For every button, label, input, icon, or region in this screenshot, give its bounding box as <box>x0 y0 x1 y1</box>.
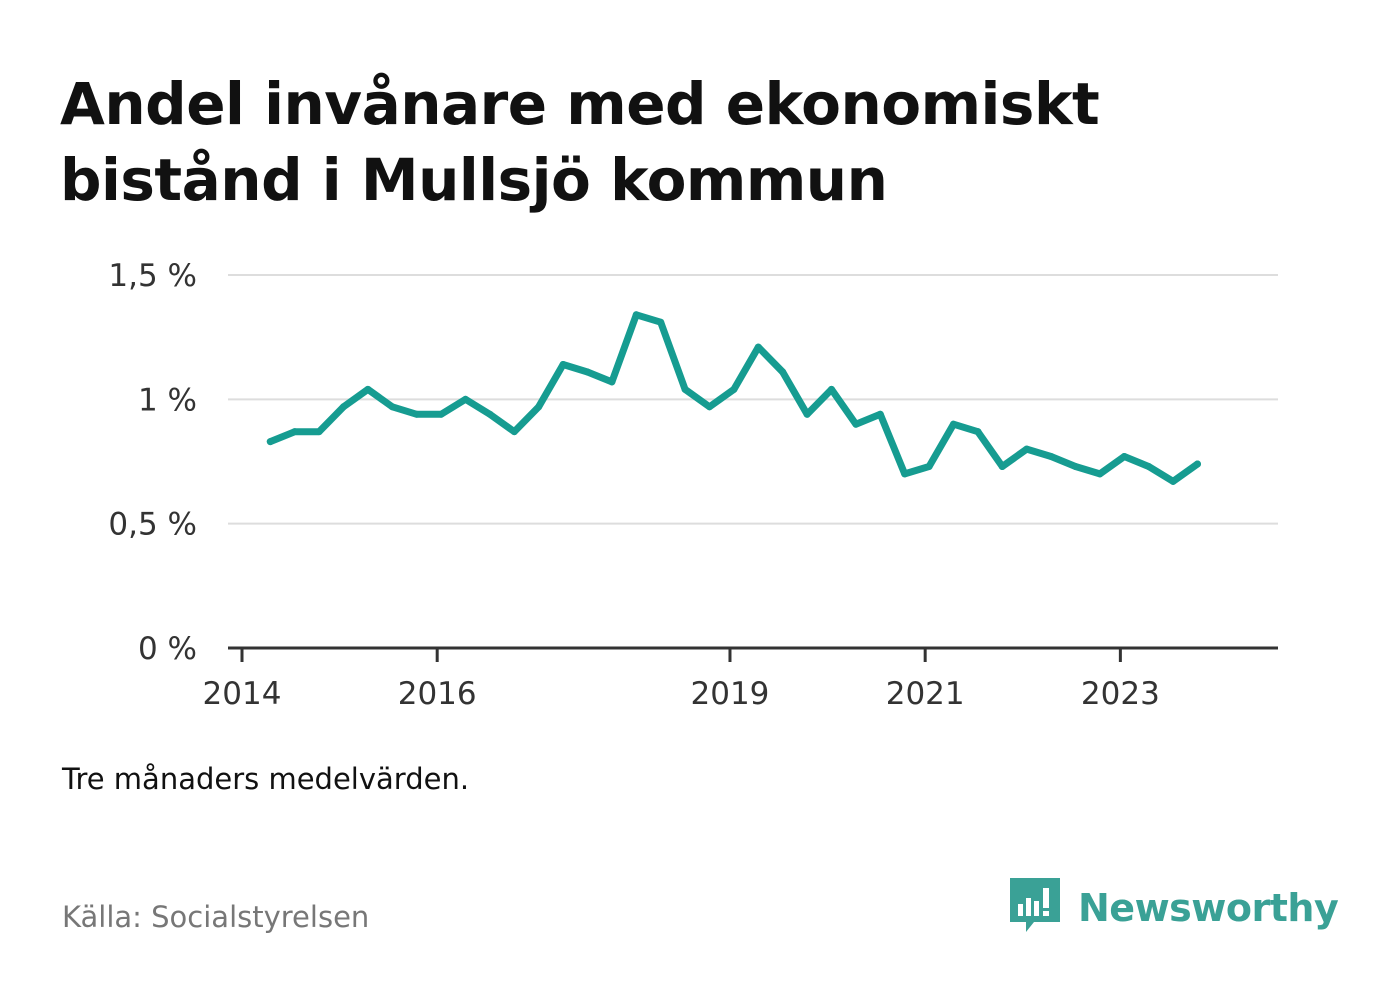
data-point <box>852 420 860 428</box>
y-tick-label: 1,5 % <box>108 258 197 294</box>
x-tick-label: 2019 <box>691 676 770 712</box>
x-tick-label: 2021 <box>886 676 965 712</box>
data-point <box>754 343 762 351</box>
y-tick-label: 0 % <box>138 631 197 667</box>
data-point <box>827 385 835 393</box>
data-point <box>1145 462 1153 470</box>
chart-title: Andel invånare med ekonomiskt bistånd i … <box>60 70 1100 214</box>
y-tick-label: 0,5 % <box>108 507 197 543</box>
data-point <box>803 410 811 418</box>
data-point <box>779 368 787 376</box>
data-point <box>388 403 396 411</box>
data-point <box>632 311 640 319</box>
data-point <box>1120 453 1128 461</box>
data-point <box>657 318 665 326</box>
data-point <box>486 410 494 418</box>
data-point <box>949 420 957 428</box>
data-point <box>559 361 567 369</box>
gridlines <box>228 274 1278 525</box>
data-point <box>364 385 372 393</box>
data-point <box>1071 462 1079 470</box>
data-point <box>925 462 933 470</box>
brand-logo[interactable]: Newsworthy <box>1010 878 1339 938</box>
y-axis-ticks: 0 % 0,5 % 1 % 1,5 % <box>108 258 197 667</box>
data-point <box>437 410 445 418</box>
chart-note: Tre månaders medelvärden. <box>62 762 470 796</box>
source-credit: Källa: Socialstyrelsen <box>62 900 370 934</box>
y-tick-label: 1 % <box>138 382 197 418</box>
brand-name: Newsworthy <box>1078 886 1339 930</box>
x-tick-label: 2023 <box>1081 676 1160 712</box>
series-line-0 <box>266 311 1201 485</box>
x-tick-label: 2014 <box>203 676 282 712</box>
data-point <box>1193 460 1201 468</box>
data-series <box>266 311 1201 485</box>
data-point <box>1096 470 1104 478</box>
data-point <box>1169 477 1177 485</box>
data-point <box>340 403 347 411</box>
data-point <box>1047 453 1055 461</box>
data-point <box>730 385 738 393</box>
data-point <box>681 385 689 393</box>
newsworthy-logo-icon <box>1010 878 1060 932</box>
x-tick-label: 2016 <box>398 676 477 712</box>
data-point <box>608 378 616 386</box>
data-point <box>266 438 274 446</box>
data-point <box>583 368 591 376</box>
data-point <box>705 403 713 411</box>
data-point <box>510 428 518 436</box>
data-point <box>901 470 909 478</box>
data-point <box>315 428 323 436</box>
x-axis: 2014 2016 2019 2021 2023 <box>203 646 1278 712</box>
data-point <box>291 428 299 436</box>
data-point <box>413 410 421 418</box>
data-point <box>535 403 543 411</box>
data-point <box>876 410 884 418</box>
data-point <box>998 462 1006 470</box>
data-point <box>974 428 982 436</box>
data-point <box>461 395 469 403</box>
data-point <box>1023 445 1031 453</box>
